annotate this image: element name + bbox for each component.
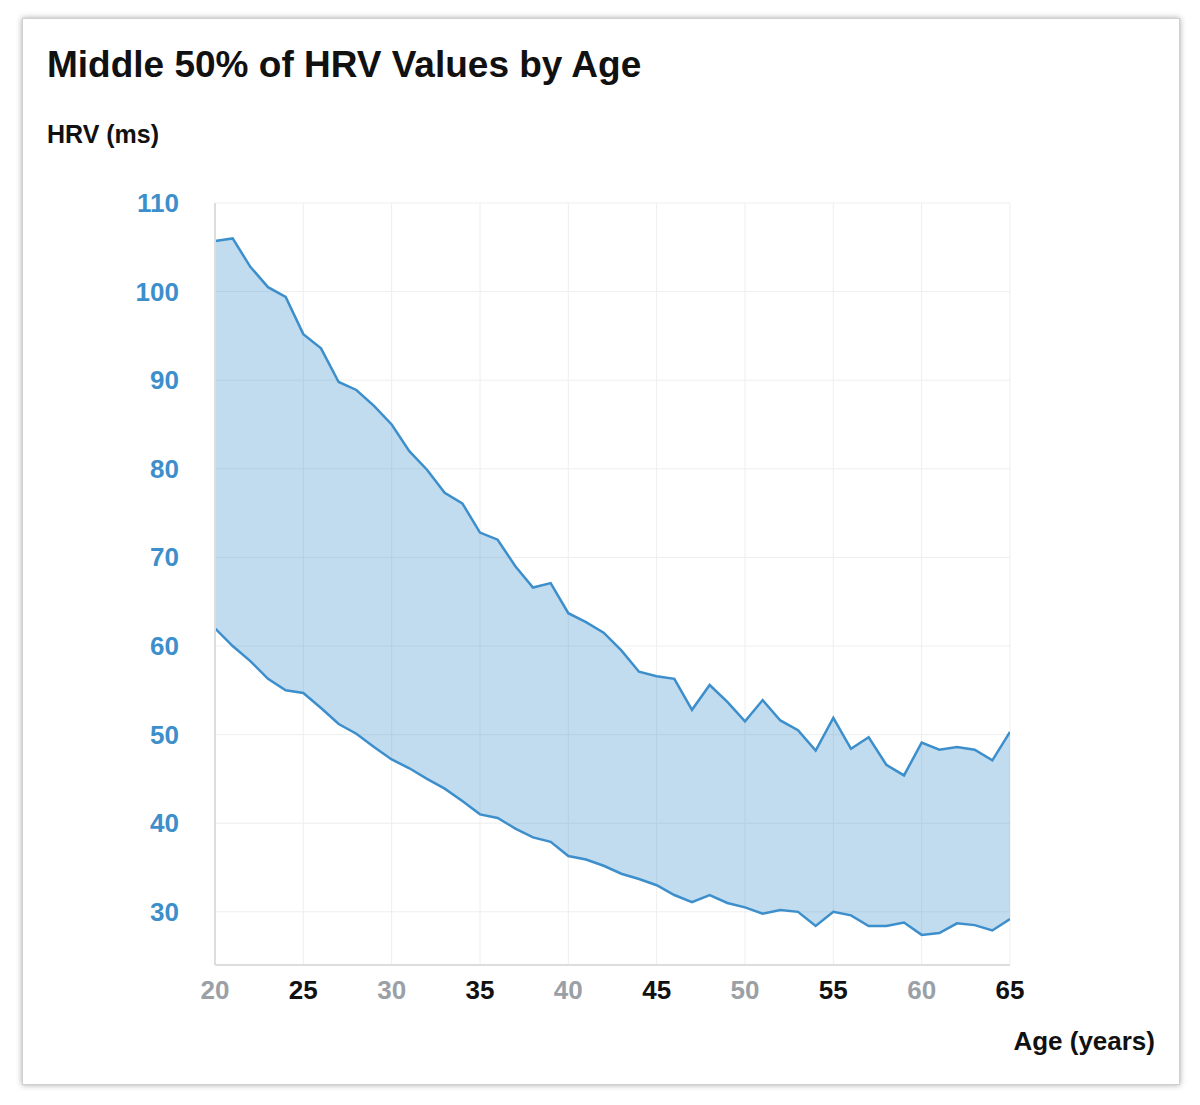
svg-text:90: 90 <box>150 365 179 395</box>
svg-text:50: 50 <box>731 975 760 1005</box>
html-text:Middle 50% of HRV Values by Ag: Middle 50% of HRV Values by Age <box>47 44 642 85</box>
svg-text:60: 60 <box>150 631 179 661</box>
svg-text:60: 60 <box>907 975 936 1005</box>
svg-text:40: 40 <box>150 808 179 838</box>
svg-text:30: 30 <box>150 897 179 927</box>
svg-text:80: 80 <box>150 454 179 484</box>
svg-text:45: 45 <box>642 975 671 1005</box>
svg-text:25: 25 <box>289 975 318 1005</box>
html-text:HRV (ms): HRV (ms) <box>47 120 160 148</box>
svg-text:100: 100 <box>136 277 179 307</box>
svg-text:40: 40 <box>554 975 583 1005</box>
svg-text:65: 65 <box>996 975 1025 1005</box>
svg-text:70: 70 <box>150 542 179 572</box>
svg-text:55: 55 <box>819 975 848 1005</box>
svg-text:110: 110 <box>137 188 179 218</box>
svg-text:35: 35 <box>466 975 495 1005</box>
html-text:Age (years): Age (years) <box>1013 1026 1155 1056</box>
svg-text:30: 30 <box>377 975 406 1005</box>
svg-text:50: 50 <box>150 720 179 750</box>
svg-text:20: 20 <box>201 975 230 1005</box>
